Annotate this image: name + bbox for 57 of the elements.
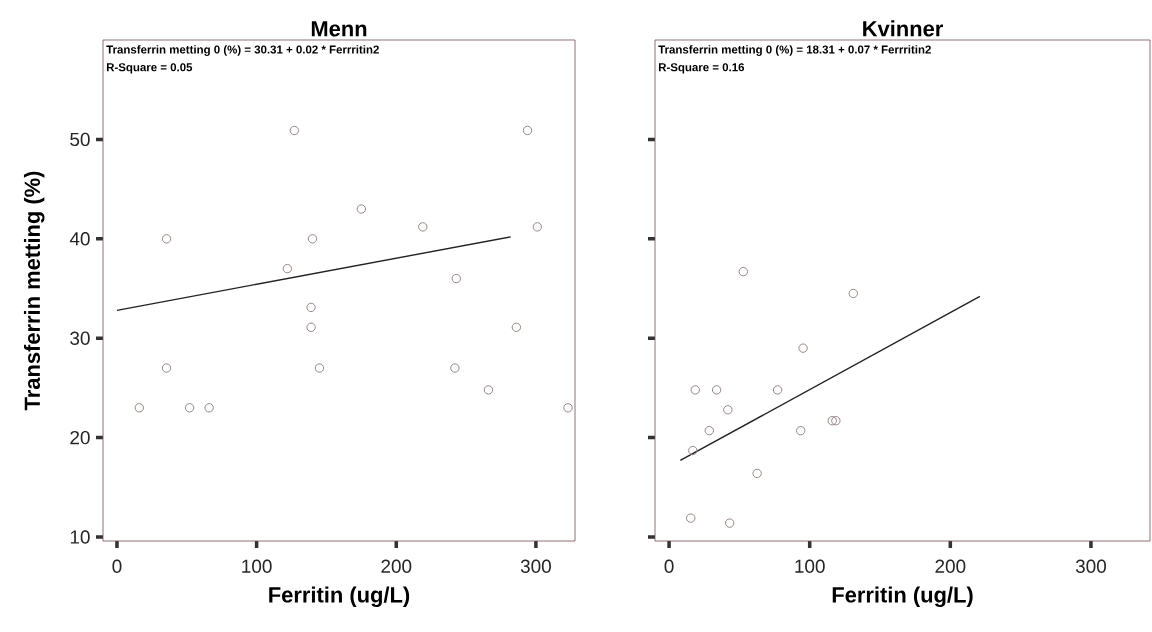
point	[798, 343, 808, 353]
point	[282, 263, 292, 274]
point	[289, 125, 299, 136]
point	[827, 416, 837, 426]
point	[306, 322, 316, 332]
y-tick-label: 20	[70, 430, 90, 445]
chart-title: Menn	[311, 21, 367, 37]
x-tick-label: 100	[795, 559, 825, 573]
point	[796, 426, 806, 436]
point	[688, 445, 698, 456]
y-tick-label: 10	[70, 530, 90, 544]
x-tick-label: 300	[520, 559, 551, 573]
point	[306, 302, 316, 313]
point	[563, 403, 573, 413]
point	[451, 273, 461, 284]
y-axis-title: Transferrin metting (%)	[23, 171, 45, 411]
point	[418, 222, 428, 232]
point	[511, 322, 521, 332]
x-tick-label: 200	[935, 559, 966, 573]
point	[711, 385, 722, 395]
x-tick-label: 300	[1075, 559, 1106, 573]
annotation: R-Square = 0.16	[658, 63, 745, 74]
y-tick-label: 50	[70, 132, 90, 147]
point	[738, 266, 748, 277]
point	[307, 234, 318, 244]
point	[772, 385, 783, 395]
point	[723, 405, 733, 415]
point	[704, 426, 714, 436]
point	[161, 234, 172, 244]
x-tick-label: 100	[242, 559, 272, 573]
point	[522, 125, 533, 136]
x-tick-label: 0	[112, 559, 122, 573]
point	[725, 518, 735, 528]
annotation: Transferrin metting 0 (%) = 30.31 + 0.02 * Ferrritin2	[106, 45, 379, 56]
point	[690, 385, 700, 395]
point	[831, 416, 841, 426]
y-tick-label: 40	[69, 232, 90, 246]
point	[134, 403, 144, 413]
x-axis-title: Ferritin (ug/L)	[269, 586, 410, 608]
annotation: Transferrin metting 0 (%) = 18.31 + 0.07 * Ferrritin2	[658, 45, 931, 56]
point	[532, 222, 542, 232]
point	[314, 363, 325, 373]
point	[686, 513, 696, 523]
point	[204, 403, 214, 413]
annotation: R-Square = 0.05	[106, 63, 193, 74]
point	[356, 204, 366, 214]
chart-title: Kvinner	[863, 20, 943, 37]
point	[483, 385, 494, 395]
point	[450, 363, 460, 373]
point	[848, 288, 858, 299]
y-tick-label: 30	[70, 331, 90, 345]
point	[161, 363, 172, 373]
point	[184, 403, 195, 413]
x-tick-label: 200	[381, 559, 412, 573]
x-tick-label: 0	[664, 559, 674, 573]
point	[752, 468, 762, 479]
x-axis-title: Ferritin (ug/L)	[832, 586, 973, 608]
